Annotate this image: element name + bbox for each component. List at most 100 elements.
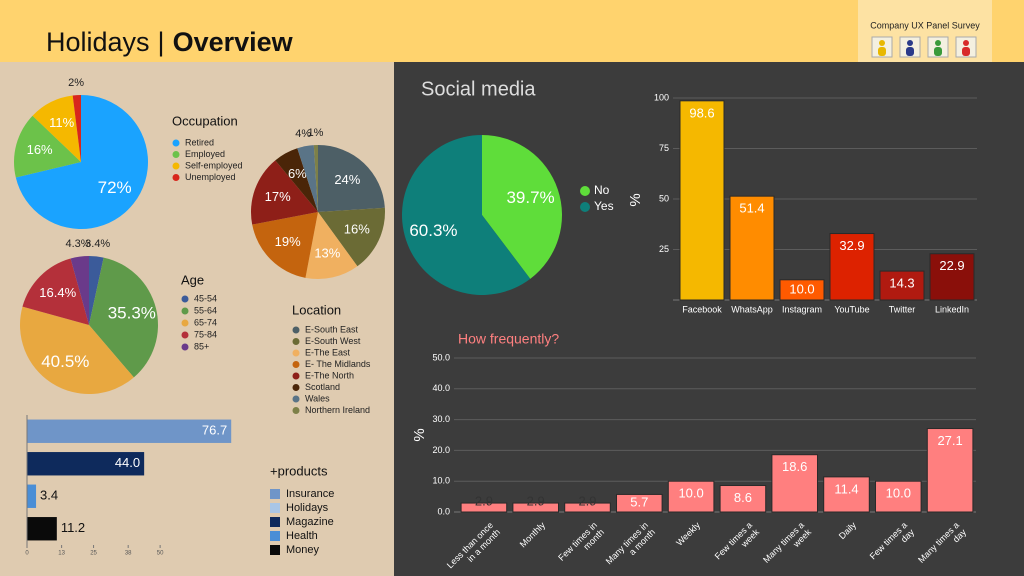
legend-marker [292,361,300,368]
legend-label: No [594,183,610,197]
pie-slice [89,256,104,325]
bar [27,419,232,443]
bar-value: 22.9 [939,258,964,273]
legend-label: 85+ [194,341,209,351]
chart-title: Age [181,272,204,287]
legend-marker [292,326,300,334]
legend-label: Employed [185,149,225,159]
legend-marker [292,372,300,380]
slice-label: 3.4% [85,238,110,250]
bar [829,233,875,301]
bar-value: 32.9 [839,238,864,253]
legend-label: Insurance [286,488,334,500]
slice-label: 60.3% [409,221,457,240]
legend-label: 65-74 [194,317,217,327]
y-axis-label: % [627,193,644,206]
bar [823,476,870,513]
bar [719,485,767,513]
legend-marker [172,151,180,158]
y-tick-label: 25 [659,244,669,254]
legend-label: Wales [305,393,330,403]
x-tick-label: Twitter [889,304,916,314]
legend-marker [181,319,189,327]
legend-label: Retired [185,137,214,147]
legend-marker [270,545,280,555]
y-tick-label: 40.0 [432,383,450,393]
bar-value: 10.0 [678,486,703,501]
pie-slice [305,212,358,279]
bar [667,480,715,513]
pie-slice [318,145,385,212]
bar [926,428,974,513]
y-tick-label: 0.0 [437,506,450,516]
y-tick-label: 30.0 [432,414,450,424]
icon-body [906,47,914,56]
icon-body [962,47,970,56]
panel-icons [871,36,977,58]
bar [616,493,663,513]
legend-label: Money [286,544,320,556]
pie-slice [72,95,81,162]
bar-value: 98.6 [689,105,714,120]
y-tick-label: 20.0 [432,445,450,455]
x-tick-label: LinkedIn [935,304,969,314]
y-tick-label: 50.0 [432,352,450,362]
legend-label: Health [286,530,318,542]
pie-slice [318,207,385,267]
bar [27,517,57,541]
legend-marker [270,503,280,513]
chart-title: +products [270,463,328,478]
legend-marker [270,531,280,541]
legend-label: E- The Midlands [305,359,371,369]
icon-head [963,40,969,46]
bar [875,480,922,513]
x-tick-label: Facebook [682,304,722,314]
bar-value: 2.9 [475,494,493,509]
x-tick-label: 38 [125,551,132,557]
legend-label: Northern Ireland [305,405,370,415]
legend-marker [292,384,300,391]
legend-marker [181,307,189,315]
bar-value: 2.9 [527,494,545,509]
bar [512,502,559,513]
legend-marker [181,295,189,303]
legend-label: Self-employed [185,160,243,170]
legend-marker [181,343,189,351]
slice-label: 72% [98,178,132,197]
slice-label: 19% [275,234,301,249]
slice-label: 4% [295,128,311,140]
slice-label: 4.3% [65,238,90,250]
pie-slice [313,145,318,212]
bar [729,195,775,301]
slice-label: 24% [334,172,360,187]
legend-label: Scotland [305,382,340,392]
slice-label: 17% [265,189,291,204]
pie-slice [297,145,318,212]
legend-marker [270,489,280,499]
chart-title: Location [292,302,341,317]
slice-label: 6% [288,166,307,181]
chart-title: Social media [421,78,536,100]
pie-slice [482,135,562,279]
legend-marker [181,331,189,339]
slice-label: 16% [27,142,53,157]
slice-label: 16% [344,222,370,237]
legend-label: E-The East [305,347,351,357]
legend-marker [292,349,300,357]
chart-title: How frequently? [458,331,559,347]
legend-marker [292,338,300,345]
legend-label: Unemployed [185,172,236,182]
legend-marker [580,186,590,196]
header-band [0,0,1024,62]
bar-value: 14.3 [889,276,914,291]
x-tick-label: Instagram [782,304,822,314]
title-bold: Overview [173,27,294,57]
icon-body [878,47,886,56]
legend-marker [270,517,280,527]
pie-slice [252,212,318,278]
icon-head [879,40,885,46]
icon-head [935,40,941,46]
slice-label: 1% [308,127,324,139]
bar [27,452,145,476]
